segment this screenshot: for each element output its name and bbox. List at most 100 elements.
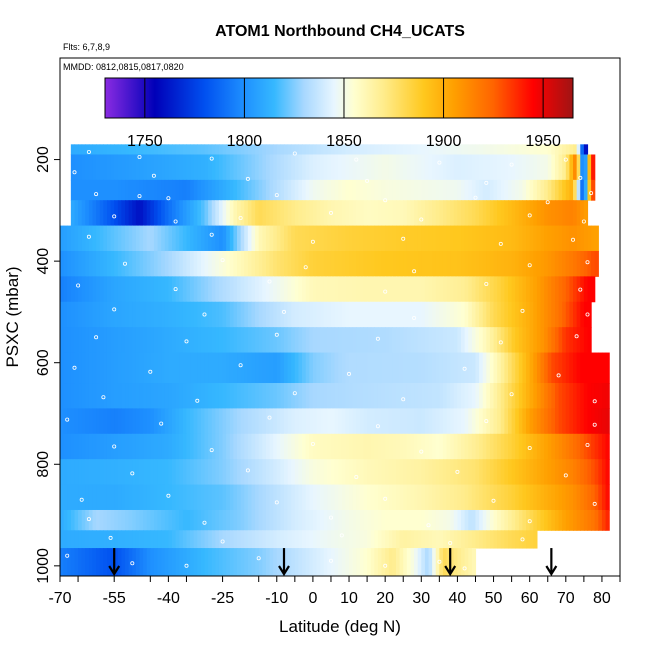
heatmap-cell xyxy=(139,459,144,486)
heatmap-cell xyxy=(461,484,466,511)
heatmap-cell xyxy=(193,459,198,486)
heatmap-cell xyxy=(565,225,571,252)
heatmap-cell xyxy=(554,225,560,252)
heatmap-cell xyxy=(403,484,408,511)
heatmap-cell xyxy=(81,225,86,252)
sample-point xyxy=(76,283,81,288)
heatmap-cell xyxy=(67,509,72,531)
heatmap-cell xyxy=(424,484,430,511)
heatmap-cell xyxy=(450,327,455,354)
heatmap-cell xyxy=(591,383,596,409)
y-tick-label: 400 xyxy=(35,248,52,275)
heatmap-cell xyxy=(193,530,198,549)
heatmap-cell xyxy=(338,509,343,531)
heatmap-cell xyxy=(330,548,336,576)
heatmap-cell xyxy=(421,459,426,486)
heatmap-cell xyxy=(128,484,133,511)
heatmap-cell xyxy=(551,301,556,328)
heatmap-cell xyxy=(215,276,220,303)
heatmap-cell xyxy=(81,484,86,511)
heatmap-cell xyxy=(88,548,94,576)
heatmap-cell xyxy=(153,301,159,328)
heatmap-cell xyxy=(305,433,310,460)
heatmap-cell xyxy=(294,509,300,531)
heatmap-cell xyxy=(103,408,108,435)
heatmap-cell xyxy=(500,484,505,511)
heatmap-cell xyxy=(244,301,249,328)
heatmap-cell xyxy=(269,433,274,460)
heatmap-cell xyxy=(143,225,148,252)
heatmap-cell xyxy=(287,154,292,181)
heatmap-cell xyxy=(345,144,350,155)
heatmap-cell xyxy=(515,276,520,303)
heatmap-cell xyxy=(157,459,162,486)
heatmap-cell xyxy=(316,548,321,576)
heatmap-cell xyxy=(63,459,68,486)
heatmap-cell xyxy=(269,179,274,201)
heatmap-cell xyxy=(190,250,195,277)
heatmap-cell xyxy=(428,459,433,486)
heatmap-cell xyxy=(482,484,487,511)
heatmap-cell xyxy=(479,301,484,328)
heatmap-cell xyxy=(186,548,191,576)
heatmap-cell xyxy=(388,530,393,549)
heatmap-cell xyxy=(370,276,375,303)
heatmap-cell xyxy=(504,276,509,303)
heatmap-cell xyxy=(103,154,108,181)
heatmap-cell xyxy=(193,383,198,409)
heatmap-cell xyxy=(569,200,574,227)
heatmap-cell xyxy=(573,383,578,409)
heatmap-cell xyxy=(143,276,148,303)
heatmap-cell xyxy=(428,144,433,155)
heatmap-cell xyxy=(479,433,484,460)
heatmap-cell xyxy=(302,144,307,155)
heatmap-cell xyxy=(349,509,354,531)
heatmap-cell xyxy=(352,276,357,303)
heatmap-cell xyxy=(99,352,104,384)
heatmap-cell xyxy=(186,144,191,155)
heatmap-cell xyxy=(583,327,589,354)
heatmap-cell xyxy=(508,327,513,354)
heatmap-cell xyxy=(424,301,430,328)
heatmap-cell xyxy=(110,408,115,435)
heatmap-cell xyxy=(294,154,300,181)
heatmap-cell xyxy=(461,408,466,435)
heatmap-cell xyxy=(172,301,177,328)
heatmap-cell xyxy=(591,250,596,277)
heatmap-cell xyxy=(298,530,303,549)
heatmap-cell xyxy=(168,352,173,384)
sample-point xyxy=(375,336,380,341)
heatmap-cell xyxy=(135,179,141,201)
heatmap-cell xyxy=(226,352,231,384)
heatmap-cell xyxy=(78,484,83,511)
heatmap-cell xyxy=(179,383,184,409)
heatmap-cell xyxy=(284,144,289,155)
heatmap-cell xyxy=(110,383,115,409)
heatmap-cell xyxy=(367,301,372,328)
heatmap-cell xyxy=(312,200,318,227)
heatmap-cell xyxy=(204,509,209,531)
heatmap-cell xyxy=(237,276,242,303)
heatmap-cell xyxy=(70,383,76,409)
heatmap-cell xyxy=(222,433,227,460)
heatmap-cell xyxy=(591,408,596,435)
heatmap-cell xyxy=(392,154,397,181)
heatmap-cell xyxy=(363,433,368,460)
heatmap-cell xyxy=(591,154,596,181)
heatmap-cell xyxy=(410,509,415,531)
heatmap-cell xyxy=(287,144,292,155)
sample-point xyxy=(256,556,261,561)
heatmap-cell xyxy=(547,225,552,252)
heatmap-cell xyxy=(237,154,242,181)
heatmap-cell xyxy=(352,154,357,181)
heatmap-cell xyxy=(363,225,368,252)
heatmap-cell xyxy=(269,250,274,277)
heatmap-cell xyxy=(439,327,444,354)
heatmap-cell xyxy=(417,179,422,201)
heatmap-cell xyxy=(110,459,115,486)
heatmap-cell xyxy=(150,179,155,201)
heatmap-cell xyxy=(457,276,462,303)
heatmap-cell xyxy=(428,301,433,328)
heatmap-cell xyxy=(511,225,516,252)
heatmap-cell xyxy=(421,530,426,549)
